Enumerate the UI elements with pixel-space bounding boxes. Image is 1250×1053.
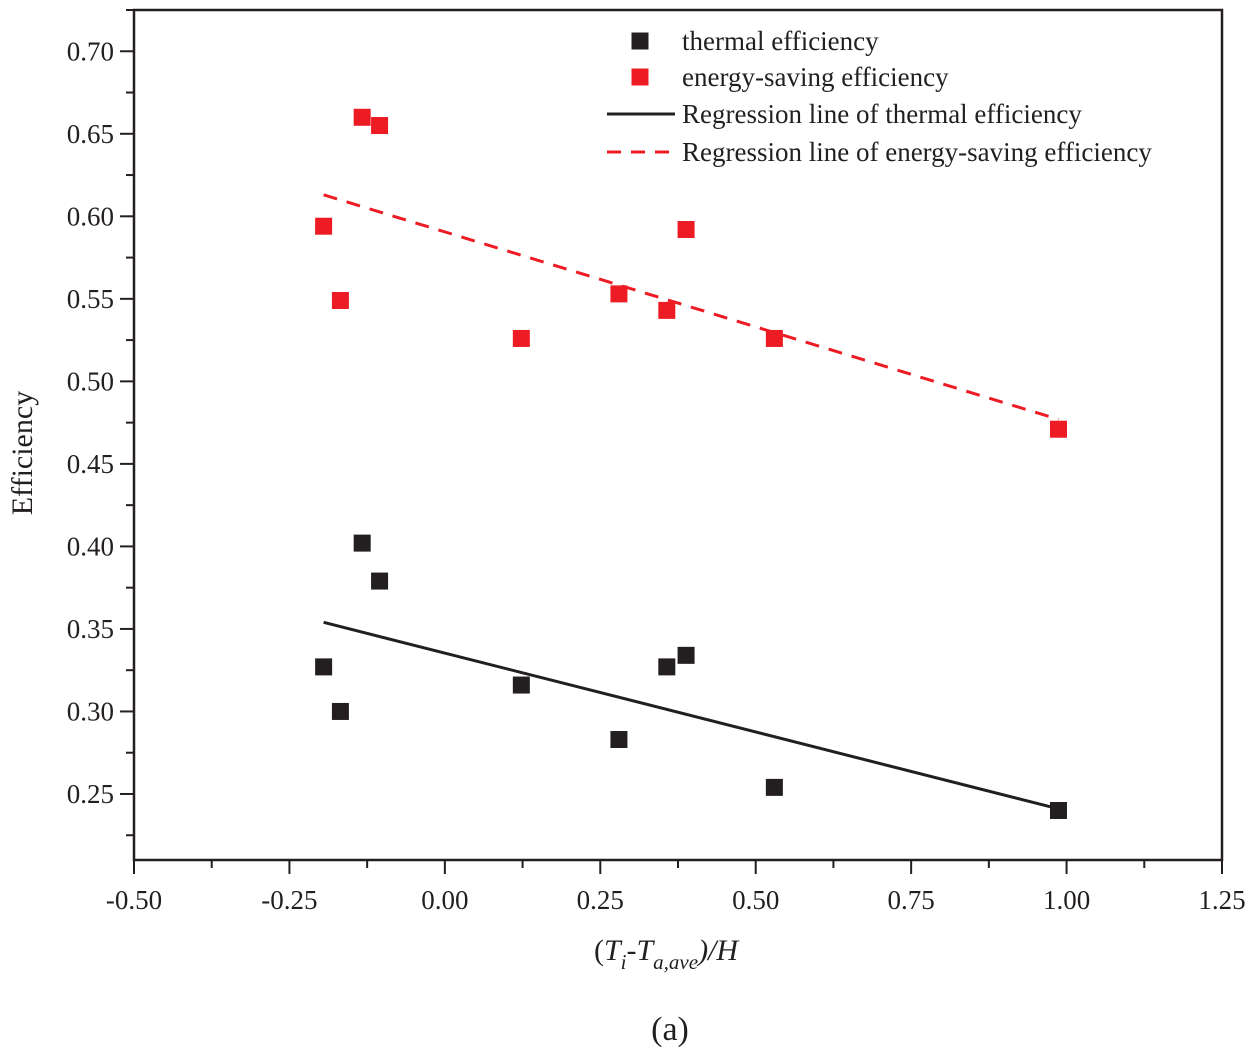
y-tick-label: 0.25	[67, 779, 114, 809]
axis-ticks: -0.50 -0.25 0.00 0.25 0.50 0.75 1.00 1.25 0.25 0.…	[67, 9, 1246, 915]
data-point-series-0	[512, 676, 530, 694]
y-tick-label: 0.30	[67, 696, 114, 726]
legend-label: Regression line of thermal efficiency	[682, 99, 1082, 129]
x-tick-label: 1.25	[1198, 885, 1245, 915]
y-tick-label: 0.35	[67, 614, 114, 644]
x-tick-label: 1.00	[1043, 885, 1090, 915]
data-point-series-1	[658, 301, 676, 319]
x-tick-label: -0.50	[106, 885, 162, 915]
x-title-tail: )/H	[696, 934, 740, 967]
x-title-sub1: i	[621, 950, 627, 974]
x-tick-label: -0.25	[261, 885, 317, 915]
data-point-series-0	[315, 658, 333, 676]
legend-label: Regression line of energy-saving efficie…	[682, 137, 1152, 167]
data-point-series-1	[331, 291, 349, 309]
legend-marker-swatch	[631, 32, 649, 50]
data-point-series-1	[371, 117, 389, 135]
data-point-series-0	[658, 658, 676, 676]
data-point-series-1	[353, 108, 371, 126]
data-point-series-1	[765, 329, 783, 347]
y-axis-title: Efficiency	[6, 391, 39, 515]
y-tick-label: 0.50	[67, 366, 114, 396]
data-point-series-0	[371, 572, 389, 590]
y-tick-label: 0.60	[67, 201, 114, 231]
x-tick-label: 0.25	[577, 885, 624, 915]
y-tick-label: 0.55	[67, 284, 114, 314]
x-title-dash: -	[626, 934, 636, 967]
x-axis-title: (Ti-Ta,ave)/H	[594, 934, 740, 974]
legend-label: energy-saving efficiency	[682, 62, 949, 92]
data-point-series-0	[610, 731, 628, 749]
y-tick-label: 0.65	[67, 119, 114, 149]
y-tick-label: 0.70	[67, 36, 114, 66]
data-point-series-1	[512, 329, 530, 347]
x-title-open-paren: (	[594, 934, 604, 967]
x-tick-label: 0.75	[888, 885, 935, 915]
x-title-sub2: a,ave	[653, 950, 698, 974]
data-point-series-1	[677, 221, 695, 239]
plot-marks	[315, 108, 1067, 819]
x-title-t1: T	[604, 934, 623, 967]
legend-marker-swatch	[631, 68, 649, 86]
data-point-series-1	[610, 285, 628, 303]
regression-line-3	[323, 193, 1059, 421]
data-point-series-0	[1049, 801, 1067, 819]
data-point-series-0	[331, 702, 349, 720]
legend: thermal efficiency energy-saving efficien…	[607, 26, 1152, 167]
figure-caption: (a)	[651, 1011, 689, 1048]
x-tick-label: 0.50	[732, 885, 779, 915]
data-point-series-0	[677, 646, 695, 664]
y-tick-label: 0.40	[67, 531, 114, 561]
data-point-series-1	[315, 217, 333, 235]
x-tick-label: 0.00	[421, 885, 468, 915]
regression-line-2	[323, 620, 1059, 811]
data-point-series-0	[765, 778, 783, 796]
y-tick-label: 0.45	[67, 449, 114, 479]
data-point-series-0	[353, 534, 371, 552]
x-title-t2: T	[636, 934, 655, 967]
legend-label: thermal efficiency	[682, 26, 879, 56]
data-point-series-1	[1049, 420, 1067, 438]
